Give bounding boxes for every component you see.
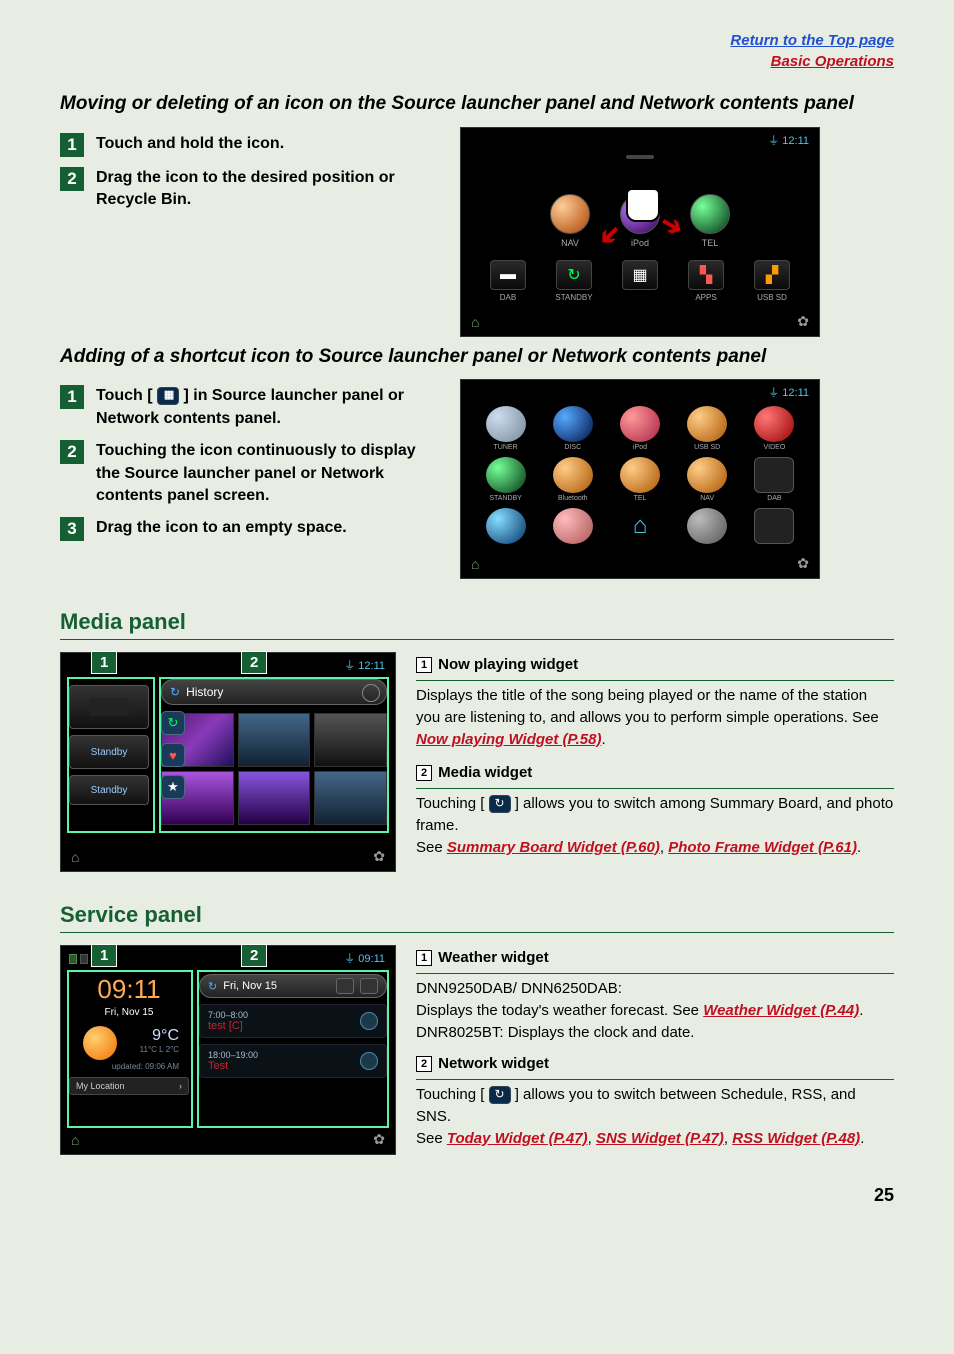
back-icon: ⌂ xyxy=(471,314,479,330)
media-panel-heading: Media panel xyxy=(60,609,894,640)
now-playing-link[interactable]: Now playing Widget (P.58) xyxy=(416,731,601,748)
step-number: 2 xyxy=(60,167,84,191)
flask-icon xyxy=(360,1012,378,1030)
summary-board-link[interactable]: Summary Board Widget (P.60) xyxy=(447,839,660,856)
now-playing-desc: Displays the title of the song being pla… xyxy=(416,685,894,750)
desc-num-2: 2 xyxy=(416,1056,432,1072)
wifi-icon: ⏚ xyxy=(768,387,779,399)
settings-icon: ✿ xyxy=(797,313,809,330)
callout-2: 2 xyxy=(241,651,267,674)
return-top-link[interactable]: Return to the Top page xyxy=(730,32,894,49)
hand-cursor-icon xyxy=(626,188,660,222)
desc-num-1: 1 xyxy=(416,657,432,673)
step1-text: Touch and hold the icon. xyxy=(96,133,284,155)
section2-title: Adding of a shortcut icon to Source laun… xyxy=(60,345,894,370)
network-widget-heading: Network widget xyxy=(438,1053,549,1075)
grid-icon: ▦ xyxy=(157,387,179,405)
media-widget-links: See Summary Board Widget (P.60), Photo F… xyxy=(416,837,894,859)
dnr-desc: DNR8025BT: Displays the clock and date. xyxy=(416,1022,894,1044)
step1b-text: Touch [ ▦ ] in Source launcher panel or … xyxy=(96,385,440,430)
basic-ops-link[interactable]: Basic Operations xyxy=(771,53,894,70)
page-number: 25 xyxy=(60,1185,894,1206)
today-widget-link[interactable]: Today Widget (P.47) xyxy=(447,1130,588,1147)
device-screenshot-2: ⏚ 12:11 TUNER DISC iPod USB SD VIDEO STA… xyxy=(460,379,820,579)
media-widget-heading: Media widget xyxy=(438,762,532,784)
service-panel-heading: Service panel xyxy=(60,902,894,933)
sync-icon: ↻ xyxy=(489,795,511,813)
weather-widget-heading: Weather widget xyxy=(438,947,549,969)
step2b-text: Touching the icon continuously to displa… xyxy=(96,440,440,507)
weather-desc: Displays the today's weather forecast. S… xyxy=(416,1000,894,1022)
step2-text: Drag the icon to the desired position or… xyxy=(96,167,440,212)
desc-num-1: 1 xyxy=(416,950,432,966)
callout-1: 1 xyxy=(91,651,117,674)
back-icon: ⌂ xyxy=(471,556,479,572)
sync-icon: ↻ xyxy=(208,980,217,993)
photo-frame-link[interactable]: Photo Frame Widget (P.61) xyxy=(668,839,857,856)
weather-models: DNN9250DAB/ DNN6250DAB: xyxy=(416,978,894,1000)
flask-icon xyxy=(360,1052,378,1070)
step-number: 2 xyxy=(60,440,84,464)
network-widget-links: See Today Widget (P.47), SNS Widget (P.4… xyxy=(416,1128,894,1150)
weather-widget-link[interactable]: Weather Widget (P.44) xyxy=(703,1002,859,1019)
now-playing-heading: Now playing widget xyxy=(438,654,578,676)
star-icon: ★ xyxy=(161,775,185,799)
desc-num-2: 2 xyxy=(416,765,432,781)
step-number: 1 xyxy=(60,385,84,409)
heart-icon: ♥ xyxy=(161,743,185,767)
service-panel-screenshot: ⏚ 09:11 1 2 09:11 Fri, Nov 15 9°C 11°C L… xyxy=(60,945,396,1155)
callout-2: 2 xyxy=(241,944,267,967)
device-screenshot-1: ⏚ 12:11 NAV iPod TEL ➔ ➔ ▬DAB ↻STANDBY ▦… xyxy=(460,127,820,337)
sun-icon xyxy=(83,1026,117,1060)
top-links: Return to the Top page Basic Operations xyxy=(60,30,894,72)
step-number: 3 xyxy=(60,517,84,541)
step-number: 1 xyxy=(60,133,84,157)
sync-icon: ↻ xyxy=(170,685,180,699)
media-panel-screenshot: ⏚ 12:11 1 2 Standby Standby ↻History ↻ ♥… xyxy=(60,652,396,872)
sns-widget-link[interactable]: SNS Widget (P.47) xyxy=(596,1130,724,1147)
sync-icon: ↻ xyxy=(489,1086,511,1104)
section1-title: Moving or deleting of an icon on the Sou… xyxy=(60,92,894,117)
wifi-icon: ⏚ xyxy=(768,132,779,148)
refresh-icon: ↻ xyxy=(161,711,185,735)
callout-1: 1 xyxy=(91,944,117,967)
wifi-icon: ⏚ xyxy=(344,953,355,965)
media-widget-desc: Touching [ ↻ ] allows you to switch amon… xyxy=(416,793,894,837)
rss-widget-link[interactable]: RSS Widget (P.48) xyxy=(732,1130,860,1147)
network-widget-desc: Touching [ ↻ ] allows you to switch betw… xyxy=(416,1084,894,1128)
wifi-icon: ⏚ xyxy=(344,660,355,672)
home-icon: ⌂ xyxy=(609,508,670,544)
step3b-text: Drag the icon to an empty space. xyxy=(96,517,347,539)
settings-icon: ✿ xyxy=(797,555,809,572)
